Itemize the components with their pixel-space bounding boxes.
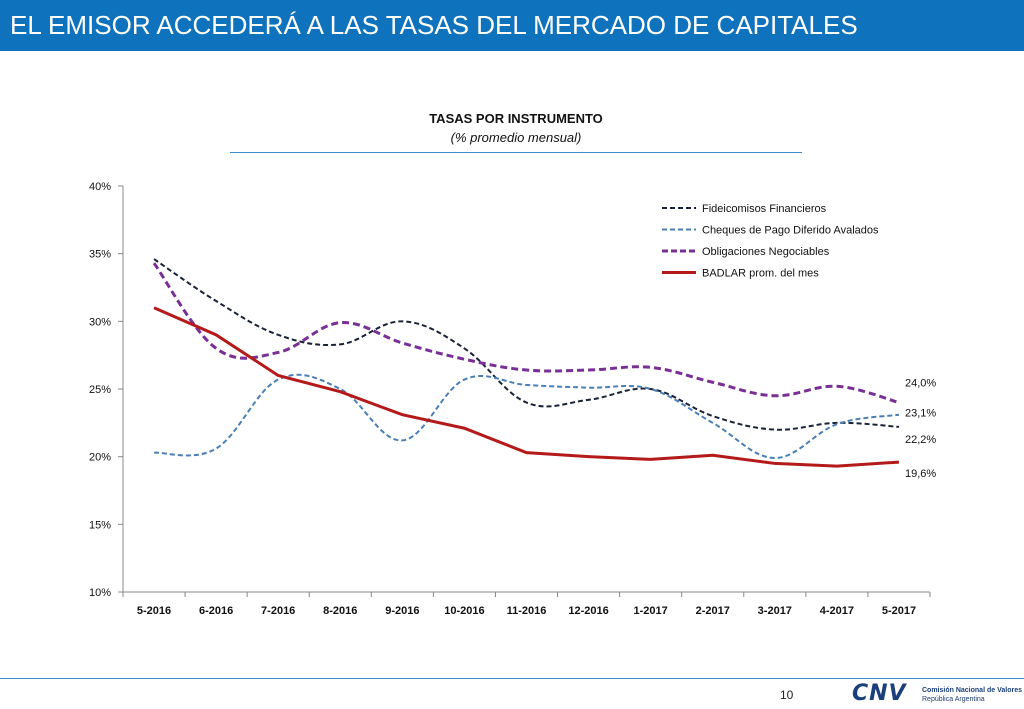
data-label-fideicomisos-financieros: 22,2%: [905, 434, 936, 446]
x-tick-label: 7-2016: [261, 605, 295, 617]
y-tick-label: 15%: [89, 519, 111, 531]
x-tick-label: 11-2016: [507, 605, 547, 617]
legend-label-cheques-de-pago-diferido-avalados: Cheques de Pago Diferido Avalados: [702, 225, 879, 237]
x-tick-label: 4-2017: [820, 605, 854, 617]
y-tick-label: 35%: [89, 249, 111, 261]
series-line-obligaciones-negociables: [152, 262, 900, 404]
series-line-fideicomisos-financieros: [153, 258, 900, 431]
y-tick-label: 25%: [89, 384, 111, 396]
legend-label-obligaciones-negociables: Obligaciones Negociables: [702, 246, 830, 258]
chart-title: TASAS POR INSTRUMENTO: [429, 111, 603, 126]
page-number: 10: [780, 688, 794, 702]
cnv-logo: CNV: [852, 681, 907, 706]
x-tick-label: 5-2016: [137, 605, 171, 617]
x-tick-label: 9-2016: [385, 605, 419, 617]
logo-name: Comisión Nacional de Valores: [922, 687, 1022, 694]
series-line-cheques-de-pago-diferido-avalados: [153, 373, 900, 460]
logo-country: República Argentina: [922, 696, 985, 703]
y-tick-label: 10%: [89, 587, 111, 599]
legend-label-badlar-prom-del-mes: BADLAR prom. del mes: [702, 268, 819, 280]
data-label-obligaciones-negociables: 24,0%: [905, 378, 936, 390]
x-tick-label: 6-2016: [199, 605, 233, 617]
y-tick-label: 40%: [89, 181, 111, 193]
x-tick-label: 2-2017: [696, 605, 730, 617]
series-line-badlar-prom-del-mes: [153, 306, 900, 468]
x-tick-label: 10-2016: [444, 605, 484, 617]
y-tick-label: 20%: [89, 452, 111, 464]
logo-text: Comisión Nacional de Valores República A…: [922, 686, 1022, 704]
header-bar: EL EMISOR ACCEDERÁ A LAS TASAS DEL MERCA…: [0, 0, 1024, 51]
chart-subtitle: (% promedio mensual): [450, 130, 582, 145]
footer-rule: [0, 678, 1024, 679]
x-tick-label: 3-2017: [758, 605, 792, 617]
slide-title: EL EMISOR ACCEDERÁ A LAS TASAS DEL MERCA…: [10, 10, 858, 40]
title-rule: [230, 152, 802, 153]
x-tick-label: 12-2016: [568, 605, 608, 617]
legend-label-fideicomisos-financieros: Fideicomisos Financieros: [702, 203, 827, 215]
x-tick-label: 8-2016: [323, 605, 357, 617]
y-tick-label: 30%: [89, 316, 111, 328]
x-tick-label: 5-2017: [882, 605, 916, 617]
data-label-cheques-de-pago-diferido-avalados: 23,1%: [905, 408, 936, 420]
x-tick-label: 1-2017: [634, 605, 668, 617]
data-label-badlar-prom-del-mes: 19,6%: [905, 468, 936, 480]
